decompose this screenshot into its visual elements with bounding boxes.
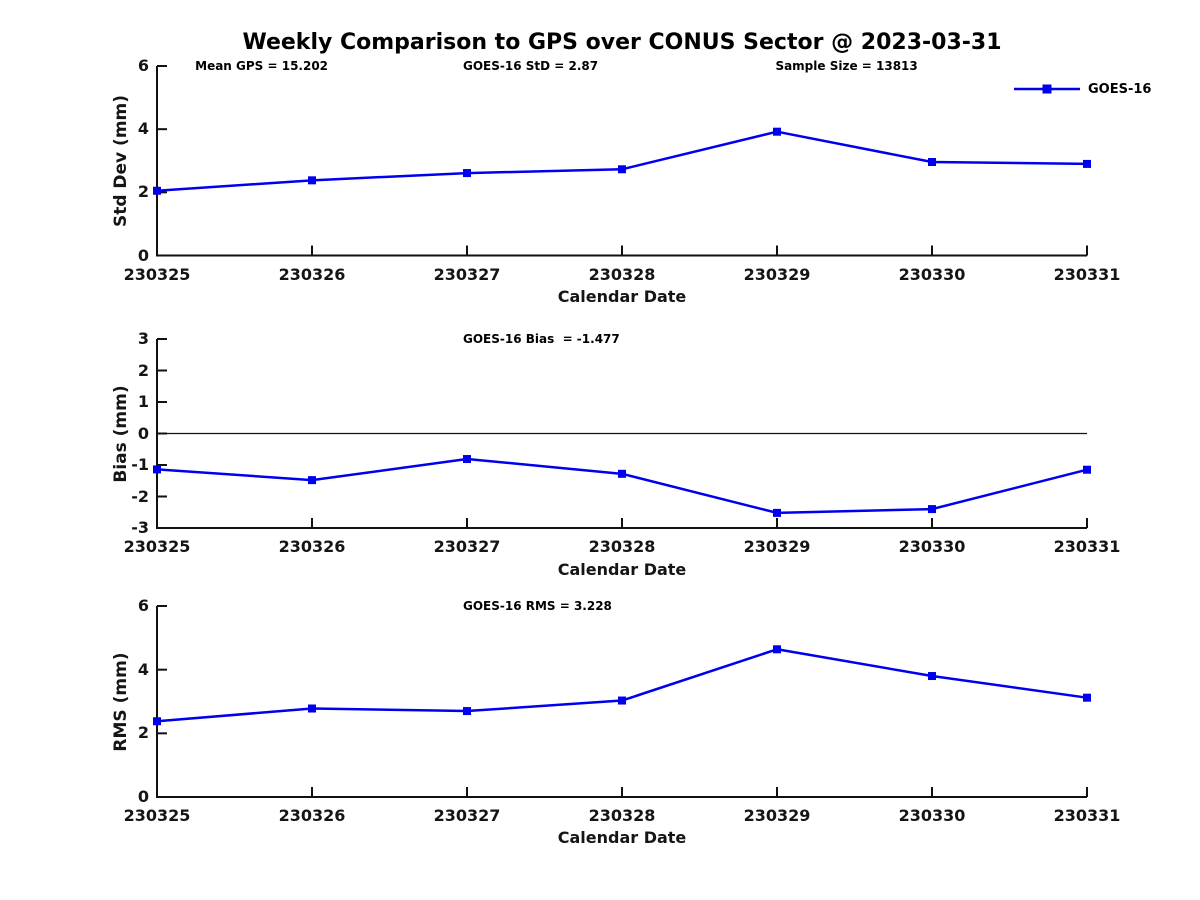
data-point-marker — [308, 176, 316, 185]
y-tick-label: 6 — [137, 596, 149, 615]
data-point-marker — [773, 645, 781, 654]
data-point-marker — [1083, 465, 1091, 474]
x-tick-label: 230331 — [1053, 264, 1121, 284]
x-tick-label: 230329 — [743, 537, 811, 556]
data-point-marker — [153, 465, 161, 474]
y-tick-label: 1 — [137, 392, 149, 411]
xlabel-calendar-date-1: Calendar Date — [557, 287, 687, 306]
data-line — [156, 648, 1088, 723]
x-tick-label: 230326 — [278, 264, 346, 284]
x-tick-label: 230328 — [588, 537, 656, 556]
y-tick-label: -2 — [131, 486, 149, 506]
annotation: Mean GPS = 15.202 — [195, 59, 329, 73]
x-tick-label: 230327 — [433, 264, 501, 284]
y-tick-label: -3 — [131, 518, 149, 537]
legend-label: GOES-16 — [1088, 81, 1152, 97]
y-tick-label: 0 — [137, 423, 149, 443]
x-tick-label: 230331 — [1053, 537, 1121, 556]
legend-line-icon — [1014, 84, 1080, 94]
ylabel-bias: Bias (mm) — [111, 385, 131, 483]
y-tick-label: 2 — [137, 723, 149, 743]
y-tick-label: 4 — [137, 659, 149, 679]
y-tick-label: 0 — [137, 787, 149, 806]
x-tick-label: 230329 — [743, 264, 811, 284]
x-tick-label: 230325 — [123, 537, 191, 556]
ylabel-rms: RMS (mm) — [111, 652, 131, 752]
annotation: GOES-16 RMS = 3.228 — [462, 599, 612, 613]
data-point-marker — [308, 704, 316, 713]
y-tick-label: 0 — [137, 245, 149, 265]
x-tick-label: 230328 — [588, 264, 656, 284]
annotation: GOES-16 Bias = -1.477 — [462, 332, 620, 346]
y-tick-label: -1 — [131, 455, 149, 474]
legend: GOES-16 — [1014, 81, 1152, 97]
x-tick-label: 230325 — [123, 264, 191, 284]
data-point-marker — [773, 508, 781, 517]
data-point-marker — [618, 469, 626, 478]
y-tick-label: 2 — [137, 182, 149, 202]
x-tick-label: 230327 — [433, 537, 501, 556]
x-tick-label: 230326 — [278, 537, 346, 556]
data-point-marker — [463, 169, 471, 178]
x-tick-label: 230327 — [433, 806, 501, 825]
y-tick-label: 2 — [137, 360, 149, 380]
y-tick-label: 6 — [137, 56, 149, 75]
y-tick-label: 4 — [137, 119, 149, 139]
ylabel-std-dev: Std Dev (mm) — [111, 94, 131, 228]
data-point-marker — [153, 186, 161, 195]
data-line — [156, 457, 1088, 515]
x-tick-label: 230330 — [898, 806, 966, 825]
data-point-marker — [618, 165, 626, 174]
data-point-marker — [153, 717, 161, 726]
data-point-marker — [928, 158, 936, 167]
data-point-marker — [1083, 693, 1091, 702]
data-point-marker — [1083, 159, 1091, 168]
data-point-marker — [618, 696, 626, 705]
x-tick-label: 230330 — [898, 264, 966, 284]
data-point-marker — [308, 476, 316, 485]
data-point-marker — [773, 127, 781, 136]
x-tick-label: 230328 — [588, 806, 656, 825]
data-point-marker — [928, 505, 936, 514]
x-tick-label: 230330 — [898, 537, 966, 556]
data-point-marker — [928, 672, 936, 681]
data-point-marker — [463, 707, 471, 716]
x-tick-label: 230329 — [743, 806, 811, 825]
y-tick-label: 3 — [137, 329, 149, 348]
data-point-marker — [463, 455, 471, 464]
x-tick-label: 230325 — [123, 806, 191, 825]
xlabel-calendar-date-2: Calendar Date — [557, 560, 687, 579]
annotation: Sample Size = 13813 — [775, 59, 918, 73]
annotation: GOES-16 StD = 2.87 — [462, 59, 599, 73]
xlabel-calendar-date-3: Calendar Date — [557, 828, 687, 847]
data-line — [156, 130, 1088, 193]
x-tick-label: 230331 — [1053, 806, 1121, 825]
figure-title: Weekly Comparison to GPS over CONUS Sect… — [242, 30, 1002, 55]
x-tick-label: 230326 — [278, 806, 346, 825]
